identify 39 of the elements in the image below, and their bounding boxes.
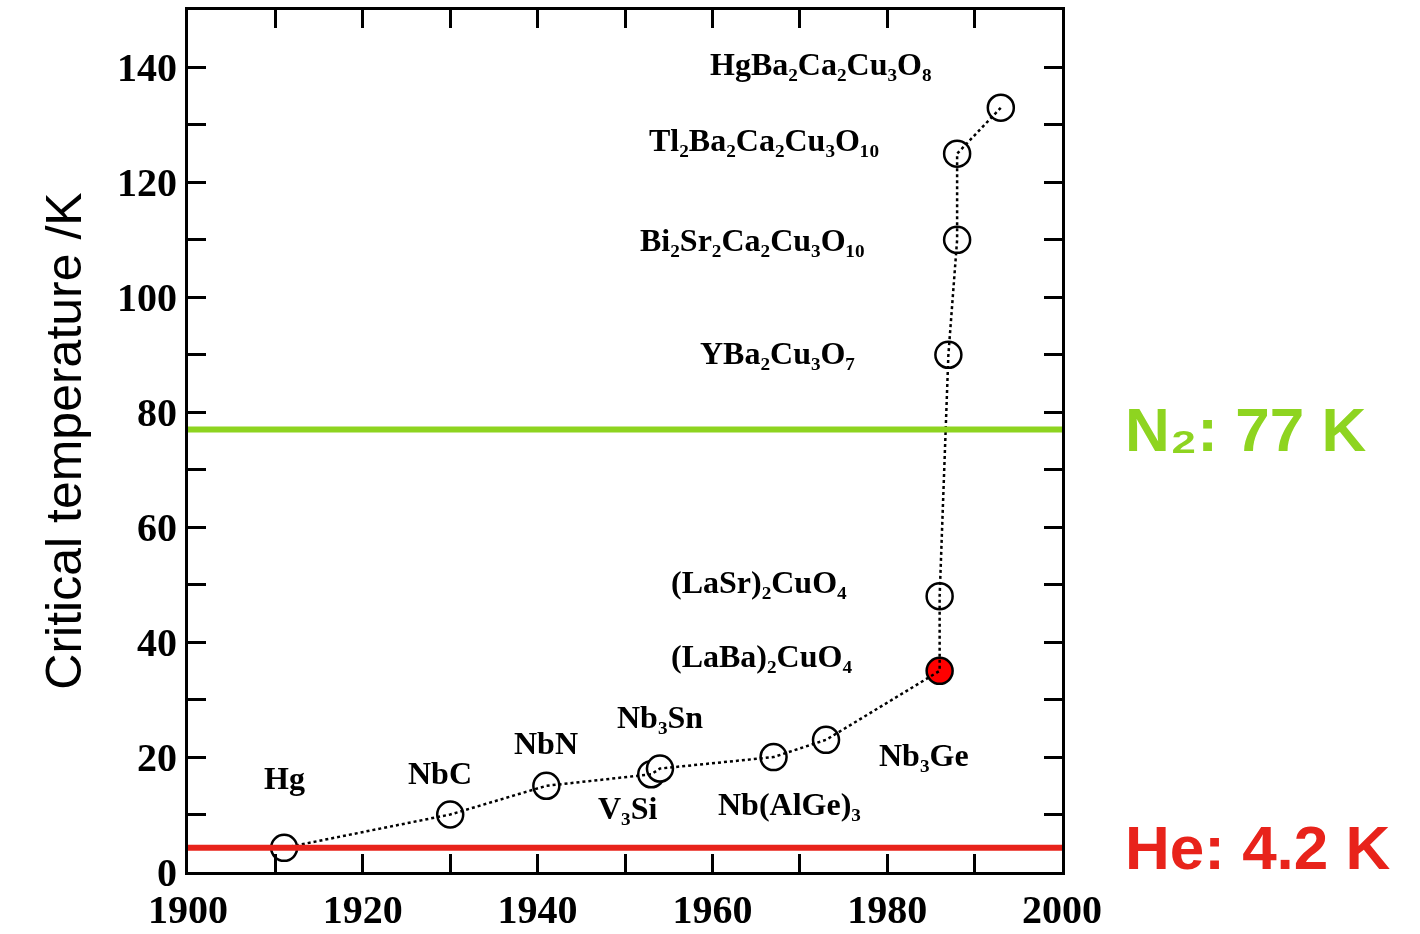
annotation: HgBa₂Ca₂Cu₃O₈ [710,46,932,82]
point [435,800,465,829]
annotation: NbN [514,725,579,761]
x-tick-label: 1960 [672,887,753,932]
x-tick-label: 1980 [847,887,928,932]
y-tick-label: 80 [137,390,177,436]
annotation: (LaBa)₂CuO₄ [671,638,853,674]
point [759,742,788,772]
point [811,725,841,755]
y-tick-label: 60 [137,505,177,551]
point [934,340,963,370]
annotation: (LaSr)₂CuO₄ [671,564,848,600]
x-tick-label: 1920 [322,887,403,932]
y-axis-title: Critical temperature /K [36,192,92,690]
annotation: Nb₃Ge [879,737,969,773]
annotation: Hg [264,760,305,796]
annotation: Nb(AlGe)₃ [718,786,861,822]
annotation: Bi₂Sr₂Ca₂Cu₃O₁₀ [640,222,865,258]
y-tick-label: 140 [117,45,177,91]
y-tick-label: 120 [117,160,177,206]
annotation: NbC [408,755,473,791]
annotation: Nb₃Sn [617,699,704,735]
x-tick-label: 2000 [1022,887,1102,932]
point [942,139,972,168]
y-tick-label: 20 [137,735,177,781]
point [942,225,972,255]
x-tick-label: 1940 [497,887,578,932]
point [532,771,561,801]
y-tick-label: 40 [137,620,177,666]
point [925,581,954,611]
point [645,754,675,783]
ref-line-label: N₂: 77 K [1125,395,1367,464]
point [925,656,954,686]
annotation: Tl₂Ba₂Ca₂Cu₃O₁₀ [649,122,880,158]
annotation: YBa₂Cu₃O₇ [700,335,856,371]
ref-line-label: He: 4.2 K [1125,813,1391,882]
annotation: V₃Si [598,790,658,826]
point [986,93,1016,122]
y-tick-label: 100 [117,275,177,321]
